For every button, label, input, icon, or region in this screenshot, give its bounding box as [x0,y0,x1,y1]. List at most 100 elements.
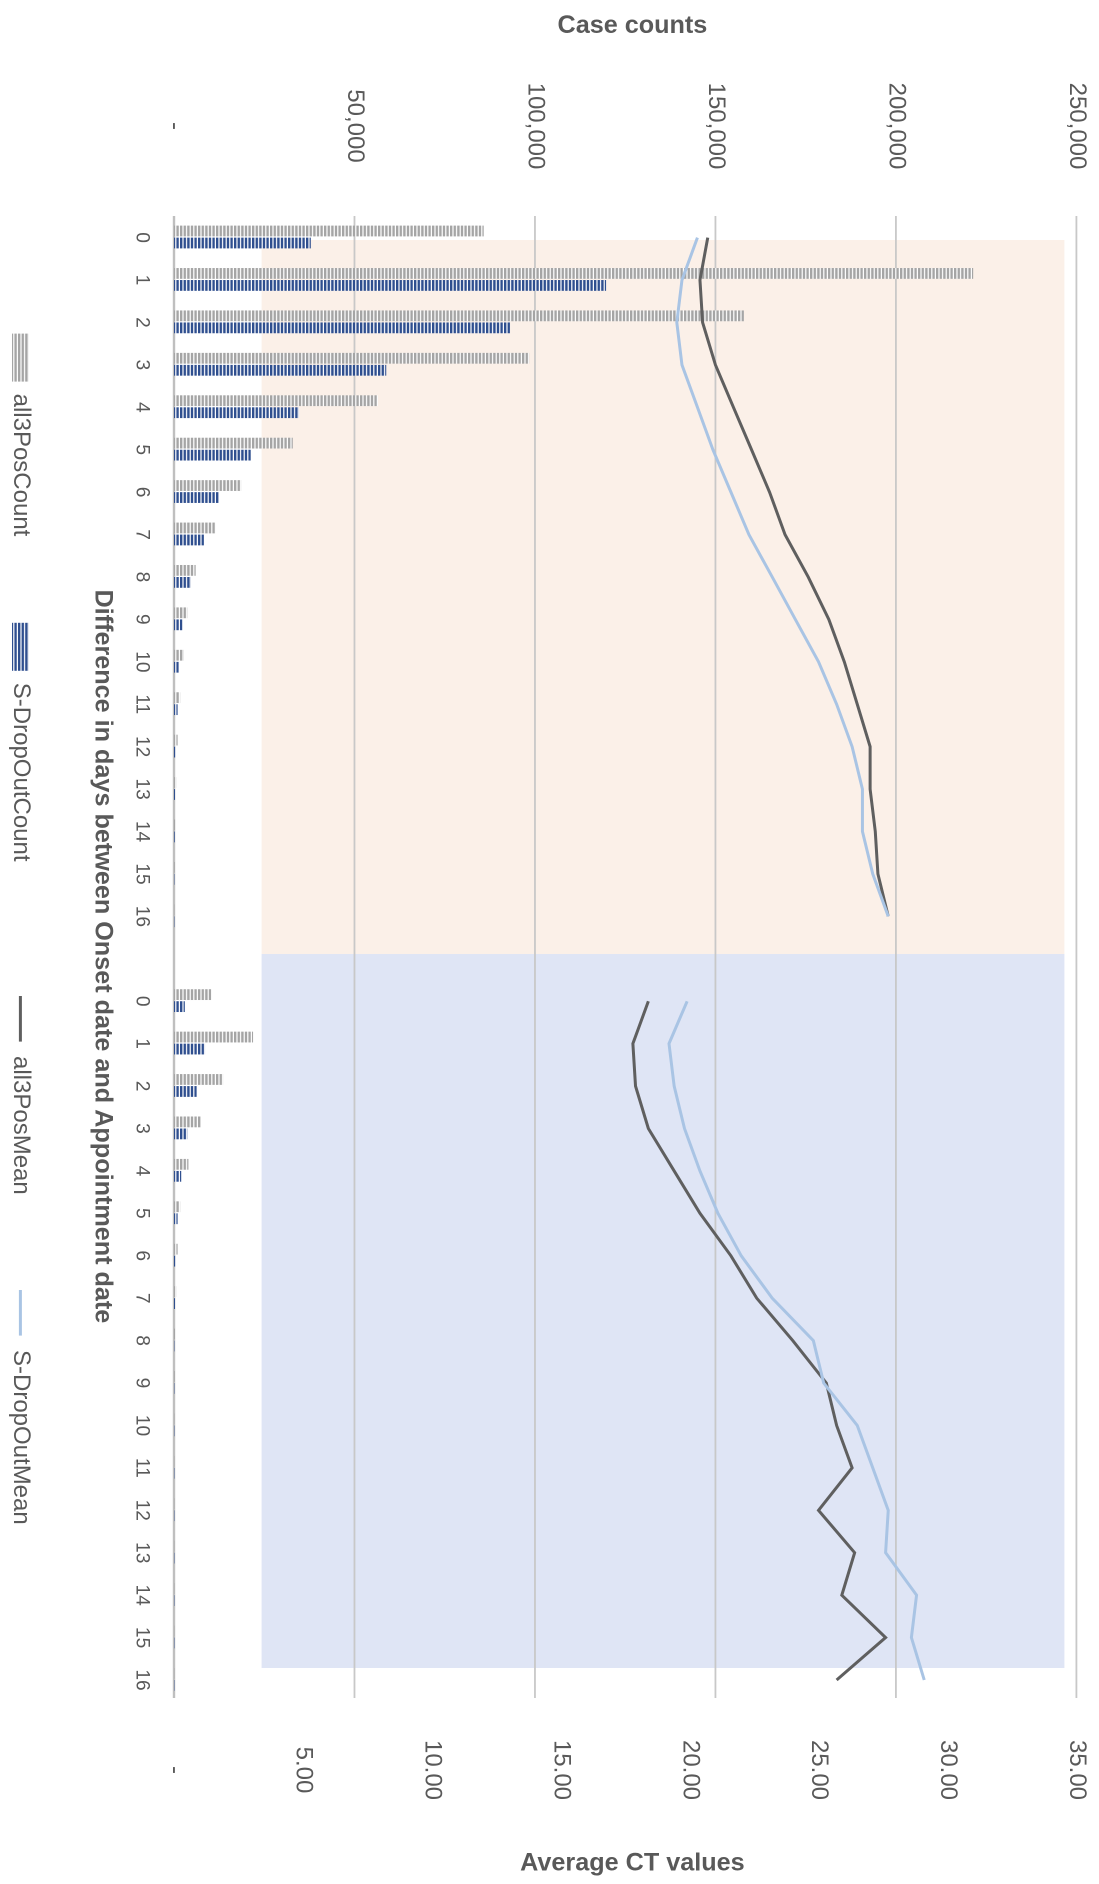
bar [174,1074,224,1085]
y2-tick-label: 5.00 [291,1747,318,1794]
y-tick-label: 50,000 [342,89,369,162]
x-tick-label: 2 [132,317,153,328]
x-tick-label: 5 [132,444,153,455]
x-tick-label: 0 [132,996,153,1007]
x-tick-label: 11 [132,694,153,714]
bar [174,534,204,546]
bar [174,746,176,758]
x-tick-label: 1 [132,1038,153,1049]
x-tick-label: 9 [132,1378,153,1389]
legend-label: S-DropOutMean [8,1350,35,1525]
bar [174,819,176,831]
bar [174,1128,188,1140]
x-tick-label: 1 [132,275,153,286]
bar [174,649,184,661]
x-tick-label: 3 [132,360,153,371]
bar [174,522,216,534]
bar [174,352,530,364]
bar [174,789,176,800]
bar [174,449,251,461]
bar [174,607,188,619]
bar [174,1255,176,1267]
bar [174,492,220,503]
x-tick-label: 15 [132,1627,153,1648]
bar [174,1213,178,1225]
x-tick-label: 12 [132,736,153,757]
x-tick-label: 0 [132,232,153,243]
x-tick-label: 8 [132,1335,153,1346]
bar [174,237,311,249]
bar [174,1031,254,1043]
shade-band [261,954,1065,1669]
x-tick-label: 14 [132,821,153,843]
x-tick-label: 3 [132,1123,153,1134]
bar [174,1043,206,1055]
line [667,237,926,1681]
y-tick-label: 200,000 [884,83,911,170]
bar [174,777,177,788]
x-tick-label: 9 [132,614,153,625]
x-tick-label: 10 [132,1415,153,1436]
x-tick-label: 12 [132,1500,153,1521]
legend-label: all3PosMean [8,1056,35,1195]
bar [174,861,175,873]
legend-swatch [12,333,29,382]
shade-band [261,240,1065,955]
x-tick-label: 16 [132,906,153,927]
y2-tick-label: 30.00 [935,1740,962,1800]
bar [174,437,293,449]
bar [174,407,299,419]
x-tick-label: 13 [132,1542,153,1563]
y2-tick-label: 15.00 [548,1740,575,1800]
y-tick-label: 150,000 [703,83,730,170]
y-tick-label: 100,000 [523,83,550,170]
bar [174,225,484,237]
bar [174,1371,175,1382]
x-tick-label: 8 [132,572,153,583]
y-tick-label: 250,000 [1064,83,1091,170]
bar [174,692,181,704]
bar [174,1201,181,1213]
x-tick-label: 14 [132,1584,153,1606]
bar [174,576,191,588]
y2-tick-label: 20.00 [677,1740,704,1800]
bar [174,831,175,843]
x-tick-label: 13 [132,778,153,799]
bar [174,310,744,322]
bar [174,1243,178,1255]
x-tick-label: 6 [132,1250,153,1261]
bar [174,1286,177,1297]
x-tick-label: 4 [132,1166,153,1177]
x-tick-label: 15 [132,863,153,884]
x-tick-label: 11 [132,1458,153,1478]
x-tick-label: 2 [132,1081,153,1092]
bar [174,364,387,376]
bar [174,1116,202,1128]
bar [174,395,378,407]
bar [174,322,511,334]
bar [174,1328,176,1340]
x-tick-label: 5 [132,1208,153,1219]
bar [174,704,178,716]
legend-label: S-DropOutCount [8,683,35,862]
y-tick-label: - [162,122,189,130]
bar [174,1158,189,1170]
x-tick-label: 4 [132,402,153,413]
y-axis-title: Case counts [558,11,708,39]
legend-label: all3PosCount [8,394,35,537]
bar [174,480,242,491]
y2-tick-label: 25.00 [806,1740,833,1800]
x-tick-label: 7 [132,529,153,540]
x-tick-label: 6 [132,487,153,498]
bar [174,1170,182,1182]
bar [174,989,212,1001]
x-tick-label: 7 [132,1293,153,1304]
y2-tick-label: - [162,1766,189,1774]
x-tick-label: 16 [132,1669,153,1690]
bar [174,734,178,746]
bar [174,1086,197,1097]
legend-swatch [12,622,29,671]
plot: Case counts Average CT values Difference… [8,11,1091,1876]
y2-tick-label: 10.00 [419,1740,446,1800]
